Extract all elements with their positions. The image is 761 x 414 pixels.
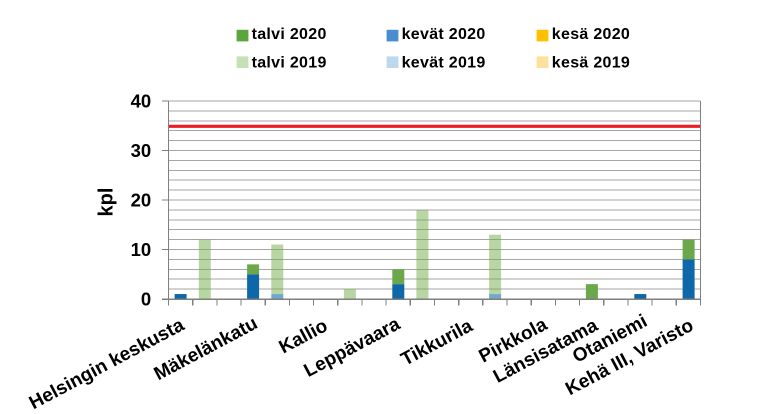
svg-text:20: 20 (131, 190, 152, 211)
svg-text:30: 30 (131, 140, 152, 161)
svg-text:kesä 2020: kesä 2020 (552, 26, 630, 43)
svg-text:10: 10 (131, 239, 152, 260)
svg-text:kpl: kpl (96, 188, 118, 217)
svg-text:talvi 2019: talvi 2019 (252, 55, 327, 72)
svg-text:talvi 2020: talvi 2020 (252, 26, 327, 43)
svg-text:kesä 2019: kesä 2019 (552, 55, 630, 72)
svg-text:kevät 2020: kevät 2020 (402, 26, 486, 43)
svg-text:0: 0 (141, 289, 151, 310)
svg-text:kevät 2019: kevät 2019 (402, 55, 486, 72)
svg-text:40: 40 (131, 91, 152, 112)
